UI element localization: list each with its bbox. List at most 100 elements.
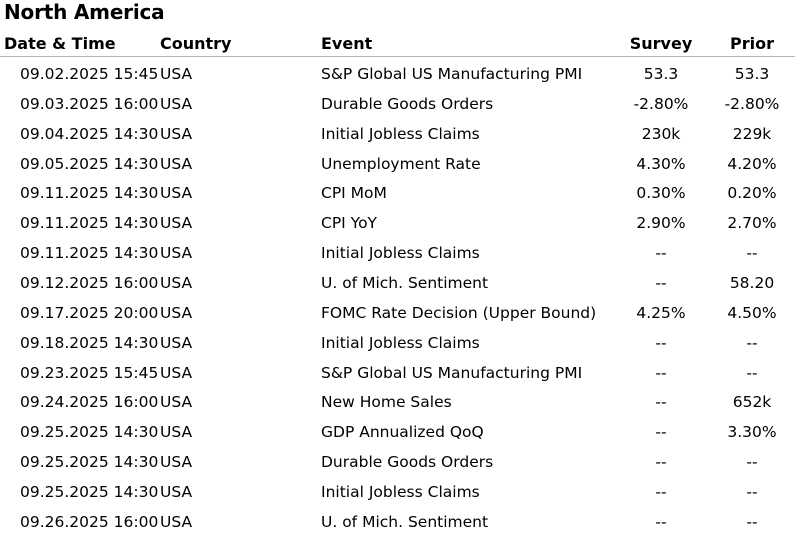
table-row: 09.03.2025 16:00 USA Durable Goods Orders -… bbox=[0, 89, 795, 119]
table-row: 09.25.2025 14:30 USA GDP Annualized QoQ -- 3… bbox=[0, 417, 795, 447]
cell-event: CPI YoY bbox=[321, 214, 378, 233]
cell-event: Initial Jobless Claims bbox=[321, 244, 480, 263]
table-row: 09.23.2025 15:45 USA S&P Global US Manufac… bbox=[0, 358, 795, 388]
cell-event: Durable Goods Orders bbox=[321, 453, 494, 472]
cell-country: USA bbox=[160, 453, 193, 472]
cell-date-time: 09.25.2025 14:30 bbox=[20, 482, 159, 501]
cell-survey: -- bbox=[655, 482, 667, 501]
header-survey: Survey bbox=[629, 34, 693, 53]
cell-prior: 58.20 bbox=[729, 273, 775, 292]
cell-date-time: 09.11.2025 14:30 bbox=[20, 214, 159, 233]
cell-date-time: 09.11.2025 14:30 bbox=[20, 244, 159, 263]
cell-event: U. of Mich. Sentiment bbox=[321, 273, 489, 292]
cell-survey: 53.3 bbox=[643, 65, 679, 83]
cell-event: New Home Sales bbox=[321, 393, 452, 412]
cell-country: USA bbox=[160, 124, 193, 143]
cell-prior: -2.80% bbox=[724, 94, 780, 113]
cell-event: Initial Jobless Claims bbox=[321, 333, 480, 352]
table-row: 09.25.2025 14:30 USA Initial Jobless Claim… bbox=[0, 477, 795, 507]
cell-date-time: 09.26.2025 16:00 bbox=[20, 512, 159, 531]
cell-prior: 4.50% bbox=[727, 303, 777, 322]
table-row: 09.17.2025 20:00 USA FOMC Rate Decision (U… bbox=[0, 298, 795, 328]
cell-country: USA bbox=[160, 363, 193, 382]
cell-country: USA bbox=[160, 393, 193, 412]
cell-country: USA bbox=[160, 184, 193, 203]
cell-date-time: 09.25.2025 14:30 bbox=[20, 423, 159, 442]
cell-country: USA bbox=[160, 94, 193, 113]
cell-prior: 2.70% bbox=[727, 214, 777, 233]
table-row: 09.12.2025 16:00 USA U. of Mich. Sentiment… bbox=[0, 268, 795, 298]
cell-survey: -- bbox=[655, 393, 667, 412]
table-row: 09.11.2025 14:30 USA Initial Jobless Claim… bbox=[0, 238, 795, 268]
cell-prior: 652k bbox=[732, 393, 772, 412]
table-row: 09.26.2025 16:00 USA U. of Mich. Sentiment… bbox=[0, 507, 795, 537]
header-date-time: Date & Time bbox=[4, 34, 116, 53]
cell-country: USA bbox=[160, 512, 193, 531]
cell-event: GDP Annualized QoQ bbox=[321, 423, 484, 442]
cell-date-time: 09.23.2025 15:45 bbox=[20, 363, 159, 382]
cell-prior: -- bbox=[746, 333, 758, 352]
cell-prior: -- bbox=[746, 244, 758, 263]
cell-prior: -- bbox=[746, 482, 758, 501]
header-prior: Prior bbox=[730, 34, 774, 53]
cell-event: S&P Global US Manufacturing PMI bbox=[321, 363, 583, 382]
cell-date-time: 09.05.2025 14:30 bbox=[20, 154, 159, 173]
cell-survey: -- bbox=[655, 273, 667, 292]
cell-survey: 4.30% bbox=[636, 154, 686, 173]
table-row: 09.11.2025 14:30 USA CPI YoY 2.90% 2.70% bbox=[0, 208, 795, 238]
cell-survey: -- bbox=[655, 363, 667, 382]
cell-country: USA bbox=[160, 482, 193, 501]
cell-country: USA bbox=[160, 423, 193, 442]
table-row: 09.24.2025 16:00 USA New Home Sales -- 652k bbox=[0, 387, 795, 417]
cell-survey: 2.90% bbox=[636, 214, 686, 233]
cell-date-time: 09.25.2025 14:30 bbox=[20, 453, 159, 472]
cell-country: USA bbox=[160, 244, 193, 263]
cell-prior: 0.20% bbox=[727, 184, 777, 203]
cell-date-time: 09.12.2025 16:00 bbox=[20, 273, 159, 292]
cell-survey: -- bbox=[655, 512, 667, 531]
cell-survey: -- bbox=[655, 453, 667, 472]
cell-prior: -- bbox=[746, 453, 758, 472]
cell-prior: 3.30% bbox=[727, 423, 777, 442]
cell-survey: -2.80% bbox=[633, 94, 689, 113]
cell-prior: -- bbox=[746, 512, 758, 531]
cell-event: U. of Mich. Sentiment bbox=[321, 512, 489, 531]
table-row: 09.04.2025 14:30 USA Initial Jobless Claim… bbox=[0, 119, 795, 149]
table-row: 09.05.2025 14:30 USA Unemployment Rate 4.30… bbox=[0, 149, 795, 179]
header-country: Country bbox=[160, 34, 232, 53]
cell-date-time: 09.17.2025 20:00 bbox=[20, 303, 159, 322]
cell-date-time: 09.02.2025 15:45 bbox=[20, 65, 159, 83]
cell-survey: -- bbox=[655, 244, 667, 263]
table-row: 09.25.2025 14:30 USA Durable Goods Orders -… bbox=[0, 447, 795, 477]
cell-survey: -- bbox=[655, 423, 667, 442]
cell-prior: 53.3 bbox=[734, 65, 770, 83]
cell-country: USA bbox=[160, 303, 193, 322]
cell-country: USA bbox=[160, 333, 193, 352]
cell-country: USA bbox=[160, 65, 193, 83]
cell-event: FOMC Rate Decision (Upper Bound) bbox=[321, 303, 597, 322]
cell-date-time: 09.18.2025 14:30 bbox=[20, 333, 159, 352]
cell-country: USA bbox=[160, 273, 193, 292]
cell-survey: 4.25% bbox=[636, 303, 686, 322]
cell-event: Initial Jobless Claims bbox=[321, 482, 480, 501]
cell-event: S&P Global US Manufacturing PMI bbox=[321, 65, 583, 83]
header-event: Event bbox=[321, 34, 373, 53]
cell-prior: -- bbox=[746, 363, 758, 382]
cell-date-time: 09.24.2025 16:00 bbox=[20, 393, 159, 412]
cell-date-time: 09.03.2025 16:00 bbox=[20, 94, 159, 113]
cell-event: Unemployment Rate bbox=[321, 154, 481, 173]
table-row: 09.11.2025 14:30 USA CPI MoM 0.30% 0.20% bbox=[0, 178, 795, 208]
cell-date-time: 09.11.2025 14:30 bbox=[20, 184, 159, 203]
cell-prior: 4.20% bbox=[727, 154, 777, 173]
cell-date-time: 09.04.2025 14:30 bbox=[20, 124, 159, 143]
table-row: 09.02.2025 15:45 USA S&P Global US Manufac… bbox=[0, 59, 795, 89]
table-row: 09.18.2025 14:30 USA Initial Jobless Claim… bbox=[0, 328, 795, 358]
cell-event: Durable Goods Orders bbox=[321, 94, 494, 113]
cell-survey: 0.30% bbox=[636, 184, 686, 203]
cell-country: USA bbox=[160, 214, 193, 233]
cell-survey: 230k bbox=[641, 124, 681, 143]
cell-survey: -- bbox=[655, 333, 667, 352]
cell-prior: 229k bbox=[732, 124, 772, 143]
section-title: North America bbox=[4, 0, 165, 24]
table-header: Date & Time Country Event Survey Prior bbox=[0, 32, 795, 57]
